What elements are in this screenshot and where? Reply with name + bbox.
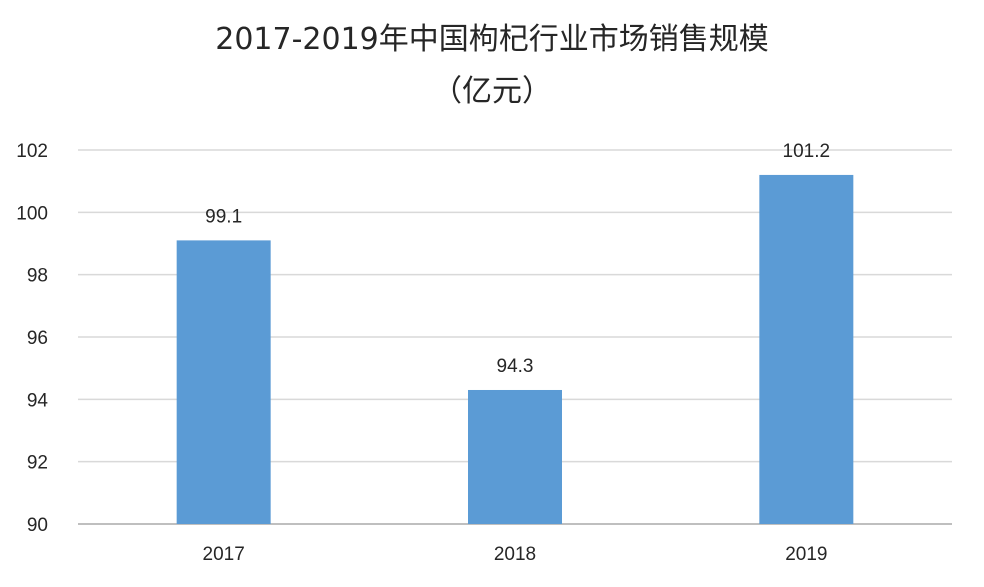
- data-labels: 99.1 94.3 101.2: [205, 141, 830, 377]
- y-tick-label: 102: [16, 141, 48, 162]
- bar-2018: [468, 389, 562, 524]
- y-tick-label: 94: [27, 390, 49, 411]
- x-tick-label: 2019: [785, 544, 827, 565]
- data-label: 99.1: [205, 206, 242, 227]
- data-label: 94.3: [497, 356, 534, 377]
- y-tick-label: 90: [27, 515, 48, 536]
- x-tick-label: 2018: [494, 544, 536, 565]
- y-tick-label: 98: [27, 266, 48, 287]
- x-tick-label: 2017: [203, 544, 245, 565]
- y-tick-label: 92: [27, 453, 48, 474]
- bars: [176, 174, 854, 524]
- chart-title: 2017-2019年中国枸杞行业市场销售规模: [215, 22, 769, 57]
- y-tick-label: 100: [16, 203, 48, 224]
- bar-2017: [176, 240, 271, 524]
- y-tick-label: 96: [27, 328, 48, 349]
- data-label: 101.2: [783, 141, 831, 162]
- chart-subtitle: （亿元）: [432, 74, 552, 109]
- bar-2019: [759, 174, 854, 524]
